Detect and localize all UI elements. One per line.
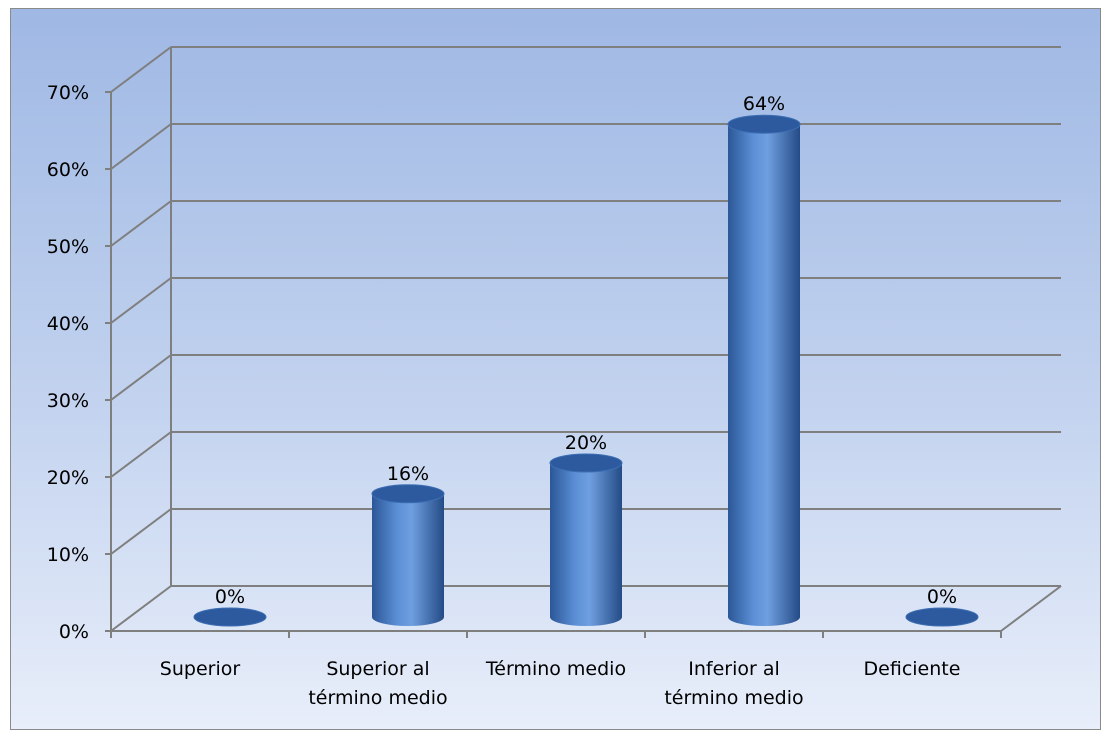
floor-right-edge: [1000, 585, 1062, 632]
chart-svg: 0% 10% 20% 30% 40% 50% 60% 70% 0% Superior 16% Supe…: [47, 46, 1062, 709]
y-tick-label: 0%: [59, 621, 89, 643]
data-label: 0%: [927, 586, 957, 608]
bar: [905, 607, 979, 627]
y-tick-label: 50%: [47, 236, 89, 258]
data-label: 16%: [387, 463, 429, 485]
bar: [728, 124, 800, 626]
floor-left-edge: [110, 585, 172, 632]
x-tick-label: Inferior al: [688, 658, 780, 680]
data-label: 0%: [215, 586, 245, 608]
y-tick-label: 40%: [47, 313, 89, 335]
gridline-diagonal: [110, 354, 172, 401]
bars: [193, 114, 979, 627]
chart-area: 0% 10% 20% 30% 40% 50% 60% 70% 0% Superior 16% Supe…: [10, 8, 1101, 730]
x-tick-label: Superior: [160, 658, 241, 680]
x-tick-label: término medio: [664, 687, 803, 709]
labels: 0% 10% 20% 30% 40% 50% 60% 70% 0% Superior 16% Supe…: [47, 82, 961, 709]
bar-top: [549, 453, 623, 473]
gridline-diagonal: [110, 508, 172, 555]
x-tick-label: Término medio: [485, 658, 626, 680]
bar: [193, 607, 267, 627]
gridline-diagonal: [110, 123, 172, 170]
bar: [550, 463, 622, 626]
y-tick-label: 20%: [47, 467, 89, 489]
y-tick-label: 10%: [47, 544, 89, 566]
bar-top: [727, 114, 801, 134]
data-label: 20%: [565, 432, 607, 454]
bar-top: [371, 484, 445, 504]
x-tick-label: Deficiente: [864, 658, 961, 680]
gridlines: [110, 46, 1061, 555]
gridline-diagonal: [110, 46, 172, 93]
y-tick-label: 30%: [47, 390, 89, 412]
y-tick-label: 70%: [47, 82, 89, 104]
x-tick-label: término medio: [308, 687, 447, 709]
gridline-diagonal: [110, 431, 172, 478]
gridline-diagonal: [110, 200, 172, 247]
x-tick-label: Superior al: [326, 658, 429, 680]
data-label: 64%: [743, 93, 785, 115]
bar: [372, 493, 444, 626]
y-tick-label: 60%: [47, 159, 89, 181]
gridline-diagonal: [110, 277, 172, 324]
